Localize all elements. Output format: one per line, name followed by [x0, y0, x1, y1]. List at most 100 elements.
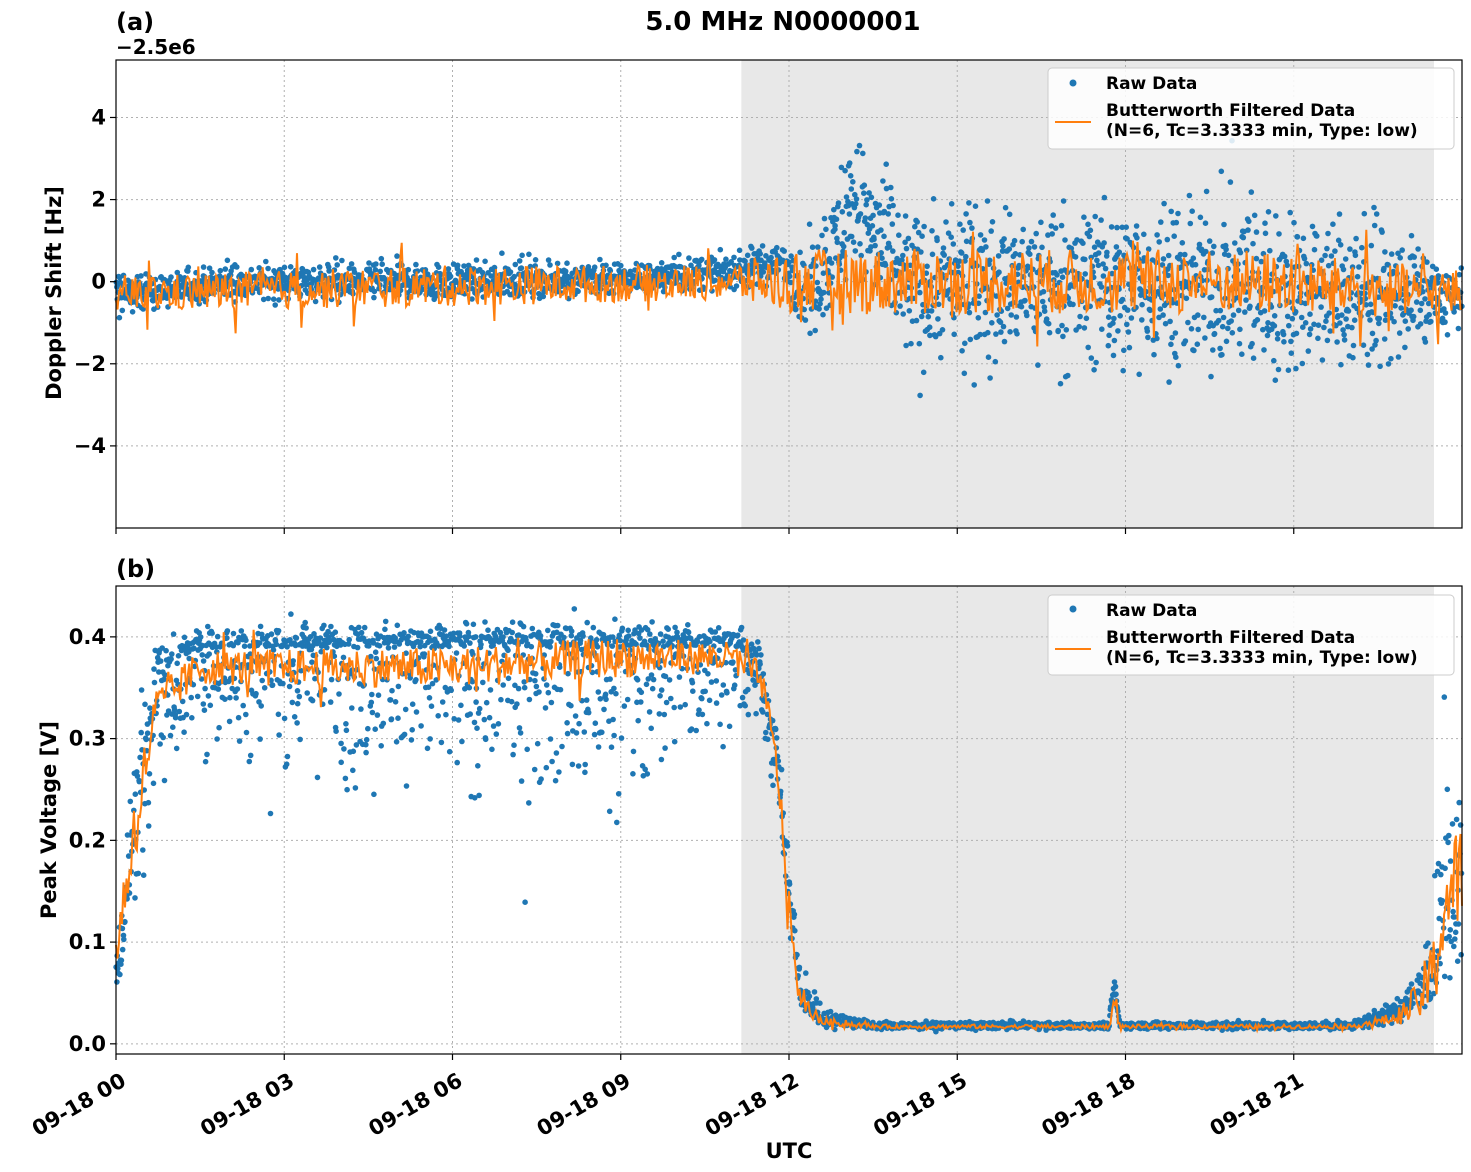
raw-data-point	[358, 706, 364, 712]
raw-data-point	[441, 627, 448, 633]
raw-data-point	[618, 262, 624, 269]
raw-data-point	[469, 296, 475, 302]
raw-data-point	[1377, 363, 1383, 370]
raw-data-point	[657, 631, 664, 637]
raw-data-point	[439, 699, 446, 705]
raw-data-point	[927, 332, 933, 339]
raw-data-point	[116, 314, 123, 321]
raw-data-point	[378, 743, 385, 749]
raw-data-point	[986, 257, 993, 264]
raw-data-point	[1006, 211, 1013, 218]
raw-data-point	[1134, 235, 1140, 241]
raw-data-point	[1367, 317, 1373, 323]
raw-data-point	[1258, 258, 1265, 265]
raw-data-point	[1235, 307, 1242, 314]
raw-data-point	[188, 694, 194, 701]
raw-data-point	[903, 245, 910, 252]
raw-data-point	[438, 739, 445, 746]
raw-data-point	[1334, 339, 1340, 345]
raw-data-point	[1315, 335, 1321, 342]
raw-data-point	[717, 721, 723, 728]
raw-data-point	[1418, 300, 1425, 307]
raw-data-point	[537, 633, 544, 639]
raw-data-point	[461, 263, 467, 269]
raw-data-point	[1408, 232, 1415, 239]
raw-data-point	[1223, 246, 1229, 253]
raw-data-point	[768, 254, 774, 261]
raw-data-point	[1172, 330, 1179, 336]
raw-data-point	[1095, 262, 1102, 269]
raw-data-point	[811, 989, 818, 995]
legend-filtered-line1: Butterworth Filtered Data	[1106, 101, 1355, 121]
raw-data-point	[1293, 365, 1299, 372]
raw-data-point	[1219, 351, 1225, 358]
raw-data-point	[395, 683, 402, 690]
raw-data-point	[917, 392, 923, 399]
raw-data-point	[1049, 231, 1055, 237]
raw-data-point	[853, 201, 859, 207]
raw-data-point	[1299, 360, 1306, 367]
raw-data-point	[1058, 222, 1065, 229]
raw-data-point	[934, 237, 940, 244]
raw-data-point	[1099, 326, 1105, 333]
raw-data-point	[1359, 244, 1365, 251]
raw-data-point	[852, 248, 859, 254]
raw-data-point	[1305, 348, 1312, 354]
raw-data-point	[557, 686, 564, 693]
raw-data-point	[392, 699, 399, 705]
raw-data-point	[1356, 264, 1362, 270]
raw-data-point	[985, 354, 992, 361]
raw-data-point	[376, 643, 383, 649]
raw-data-point	[209, 630, 215, 636]
raw-data-point	[823, 305, 830, 312]
raw-data-point	[610, 716, 616, 723]
raw-data-point	[286, 683, 293, 690]
raw-data-point	[939, 327, 946, 333]
raw-data-point	[309, 697, 316, 704]
raw-data-point	[234, 264, 240, 270]
raw-data-point	[1013, 314, 1020, 320]
raw-data-point	[872, 242, 878, 249]
raw-data-point	[1028, 238, 1035, 245]
raw-data-point	[1038, 219, 1044, 226]
raw-data-point	[1087, 227, 1094, 234]
raw-data-point	[834, 239, 841, 246]
raw-data-point	[215, 686, 222, 692]
raw-data-point	[1057, 380, 1064, 387]
raw-data-point	[915, 229, 922, 236]
raw-data-point	[784, 843, 791, 849]
raw-data-point	[119, 946, 126, 953]
y-tick-label: 4	[91, 105, 106, 129]
raw-data-point	[427, 736, 433, 742]
raw-data-point	[969, 225, 975, 231]
raw-data-point	[1415, 246, 1421, 252]
raw-data-point	[363, 736, 370, 743]
raw-data-point	[1402, 344, 1408, 351]
raw-data-point	[951, 331, 957, 338]
raw-data-point	[900, 252, 906, 259]
raw-data-point	[1395, 354, 1402, 360]
raw-data-point	[1250, 240, 1256, 247]
raw-data-point	[511, 273, 517, 280]
raw-data-point	[117, 971, 123, 978]
raw-data-point	[1054, 272, 1060, 278]
raw-data-point	[854, 148, 860, 155]
raw-data-point	[143, 271, 149, 277]
raw-data-point	[176, 708, 183, 715]
raw-data-point	[200, 658, 207, 664]
raw-data-point	[1081, 325, 1088, 331]
raw-data-point	[140, 847, 146, 853]
raw-data-point	[765, 736, 771, 743]
raw-data-point	[611, 732, 617, 739]
raw-data-point	[1039, 298, 1046, 305]
raw-data-point	[569, 270, 575, 277]
raw-data-point	[1173, 354, 1179, 361]
raw-data-point	[1388, 355, 1394, 362]
raw-data-point	[214, 736, 220, 742]
raw-data-point	[380, 720, 387, 727]
raw-data-point	[236, 738, 243, 744]
raw-data-point	[1352, 252, 1359, 259]
raw-data-point	[548, 699, 555, 706]
raw-data-point	[476, 792, 482, 799]
raw-data-point	[1105, 314, 1112, 321]
